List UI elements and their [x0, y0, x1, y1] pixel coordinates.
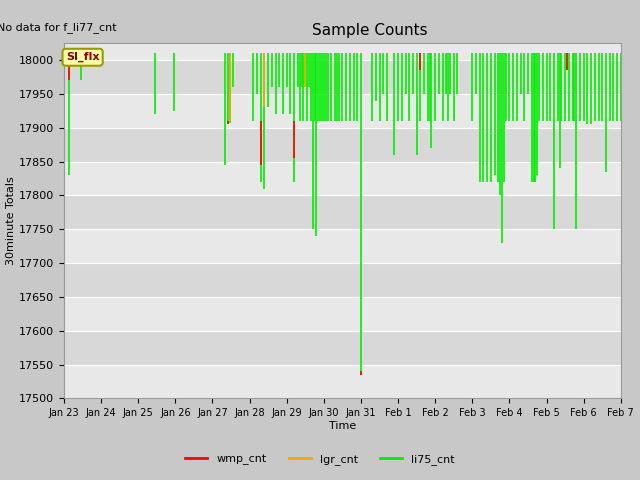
- Bar: [64, 365, 621, 398]
- Bar: [64, 229, 621, 263]
- Bar: [64, 263, 621, 297]
- Text: No data for f_li77_cnt: No data for f_li77_cnt: [0, 22, 117, 33]
- Bar: [64, 331, 621, 365]
- Legend: wmp_cnt, lgr_cnt, li75_cnt: wmp_cnt, lgr_cnt, li75_cnt: [180, 450, 460, 469]
- Bar: [64, 195, 621, 229]
- Y-axis label: 30minute Totals: 30minute Totals: [6, 177, 16, 265]
- Bar: [64, 162, 621, 195]
- Title: Sample Counts: Sample Counts: [312, 23, 428, 38]
- Bar: [64, 94, 621, 128]
- Bar: [64, 60, 621, 94]
- Bar: [64, 128, 621, 162]
- Text: SI_flx: SI_flx: [66, 52, 99, 62]
- Bar: [64, 297, 621, 331]
- X-axis label: Time: Time: [329, 421, 356, 431]
